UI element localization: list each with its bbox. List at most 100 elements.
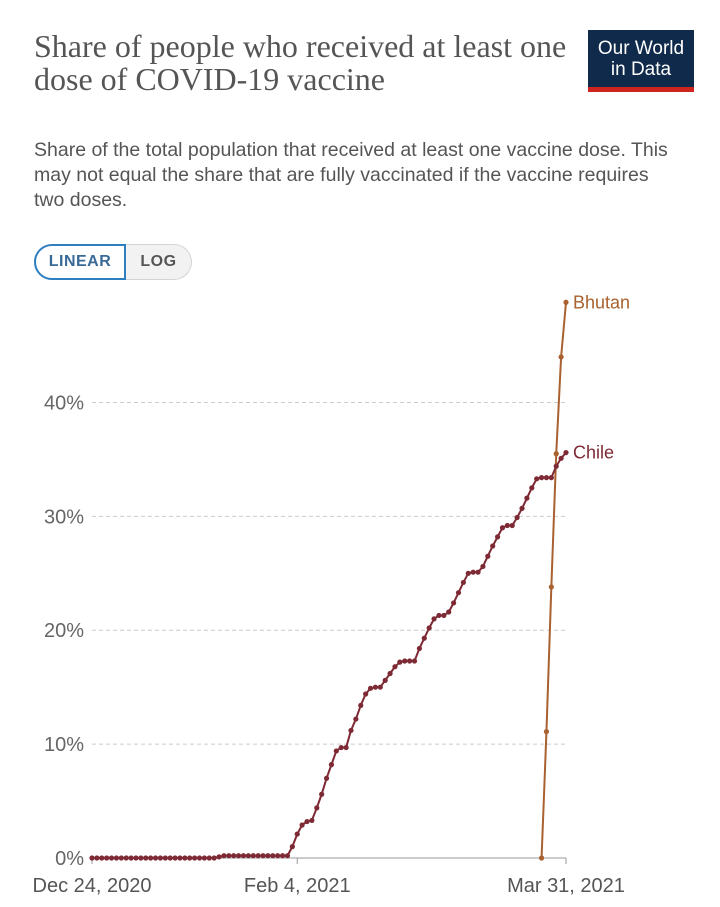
chile-point[interactable] [558, 455, 564, 461]
chile-point[interactable] [333, 748, 339, 754]
chile-point[interactable] [255, 853, 261, 859]
chile-point[interactable] [416, 645, 423, 652]
chile-point[interactable] [348, 727, 354, 734]
owid-logo[interactable]: Our World in Data [588, 30, 694, 92]
chile-point[interactable] [260, 853, 266, 859]
chile-point[interactable] [387, 670, 393, 677]
chile-point[interactable] [104, 855, 110, 861]
chile-point[interactable] [265, 853, 271, 859]
chile-point[interactable] [353, 716, 359, 722]
chile-line[interactable] [92, 451, 567, 859]
chile-point[interactable] [304, 818, 310, 825]
chile-point[interactable] [148, 855, 154, 861]
chile-point[interactable] [128, 855, 134, 861]
chile-point[interactable] [431, 616, 437, 622]
chile-point[interactable] [192, 855, 198, 861]
chile-point[interactable] [177, 855, 183, 861]
series-chile[interactable] [89, 449, 569, 861]
chile-point[interactable] [363, 691, 369, 697]
bhutan-line[interactable] [540, 302, 567, 859]
chile-point[interactable] [534, 476, 540, 482]
chile-point[interactable] [343, 744, 349, 751]
chile-point[interactable] [275, 853, 281, 859]
chile-point[interactable] [490, 543, 496, 549]
chile-point[interactable] [538, 475, 545, 481]
chile-point[interactable] [397, 659, 403, 665]
chile-point[interactable] [407, 658, 413, 664]
chile-point[interactable] [231, 853, 237, 859]
chile-point[interactable] [524, 495, 530, 501]
chile-point[interactable] [216, 854, 222, 860]
chile-point[interactable] [548, 475, 554, 481]
chile-point[interactable] [470, 569, 476, 575]
chile-point[interactable] [465, 570, 471, 576]
chile-point[interactable] [485, 553, 491, 559]
bhutan-point[interactable] [553, 451, 559, 457]
chile-point[interactable] [319, 791, 325, 797]
chile-point[interactable] [206, 855, 212, 861]
chile-point[interactable] [113, 855, 120, 861]
chile-point[interactable] [529, 485, 535, 491]
chile-point[interactable] [494, 534, 501, 540]
bhutan-point[interactable] [543, 728, 550, 735]
chile-point[interactable] [377, 684, 383, 690]
chile-point[interactable] [123, 855, 129, 861]
chile-point[interactable] [392, 664, 398, 670]
chile-point[interactable] [441, 612, 447, 619]
chile-point[interactable] [436, 612, 442, 619]
chile-point[interactable] [504, 522, 510, 529]
chile-point[interactable] [289, 844, 295, 850]
series-bhutan[interactable] [538, 299, 569, 861]
chile-point[interactable] [294, 831, 300, 837]
chile-point[interactable] [143, 855, 149, 861]
chile-point[interactable] [358, 702, 364, 709]
chile-point[interactable] [152, 855, 159, 861]
chile-point[interactable] [221, 853, 227, 859]
chile-point[interactable] [94, 855, 100, 861]
chile-point[interactable] [455, 590, 462, 596]
chile-point[interactable] [196, 855, 203, 861]
chile-point[interactable] [372, 684, 379, 690]
chile-point[interactable] [172, 855, 178, 861]
bhutan-point[interactable] [548, 584, 554, 590]
chile-point[interactable] [426, 625, 432, 631]
chile-point[interactable] [162, 855, 168, 861]
chile-point[interactable] [167, 855, 173, 861]
chile-point[interactable] [543, 475, 550, 481]
log-scale-button[interactable]: LOG [126, 244, 192, 280]
chile-point[interactable] [367, 685, 374, 691]
chile-point[interactable] [279, 853, 286, 859]
chile-point[interactable] [187, 855, 193, 861]
chile-point[interactable] [338, 744, 344, 751]
chile-point[interactable] [499, 525, 506, 531]
chile-point[interactable] [133, 855, 139, 861]
chile-point[interactable] [89, 855, 95, 861]
chile-point[interactable] [460, 579, 466, 586]
chile-point[interactable] [514, 514, 520, 521]
chile-point[interactable] [553, 463, 559, 469]
chile-point[interactable] [157, 855, 164, 861]
chile-point[interactable] [118, 855, 124, 861]
chile-point[interactable] [250, 853, 256, 859]
chile-point[interactable] [475, 569, 481, 575]
chile-point[interactable] [323, 775, 330, 781]
linear-scale-button[interactable]: LINEAR [34, 244, 126, 280]
chile-point[interactable] [201, 855, 207, 861]
chile-point[interactable] [284, 853, 291, 859]
chile-point[interactable] [226, 853, 232, 859]
chile-point[interactable] [245, 853, 251, 859]
chile-point[interactable] [519, 505, 525, 511]
chile-point[interactable] [446, 609, 452, 615]
chile-point[interactable] [451, 600, 457, 606]
bhutan-point[interactable] [538, 855, 545, 861]
chile-point[interactable] [309, 817, 315, 824]
chile-point[interactable] [563, 449, 569, 456]
chile-point[interactable] [402, 658, 408, 664]
chile-point[interactable] [299, 822, 305, 828]
chile-point[interactable] [240, 853, 247, 859]
chile-point[interactable] [138, 855, 144, 861]
bhutan-point[interactable] [558, 354, 564, 360]
chile-point[interactable] [382, 677, 388, 683]
chile-point[interactable] [314, 805, 320, 811]
chile-point[interactable] [270, 853, 276, 859]
